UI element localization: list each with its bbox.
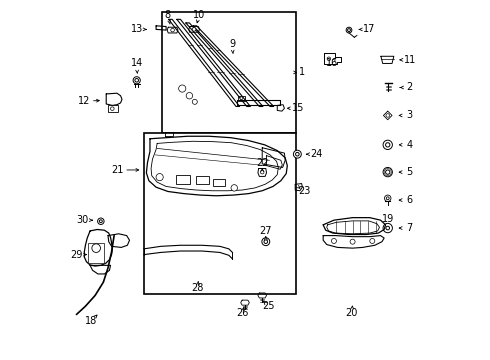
- Text: 16: 16: [326, 58, 338, 68]
- Text: 19: 19: [382, 215, 394, 224]
- Circle shape: [192, 28, 196, 31]
- Text: 28: 28: [192, 283, 204, 293]
- Text: 21: 21: [112, 165, 124, 175]
- Text: 20: 20: [345, 309, 358, 318]
- Circle shape: [99, 220, 102, 223]
- Circle shape: [383, 167, 392, 177]
- Circle shape: [370, 238, 375, 243]
- Text: 23: 23: [298, 186, 310, 197]
- Bar: [144, 134, 296, 294]
- Circle shape: [346, 27, 352, 33]
- Text: 11: 11: [404, 55, 416, 65]
- Text: 18: 18: [85, 316, 98, 325]
- Circle shape: [386, 114, 390, 117]
- Circle shape: [156, 174, 163, 181]
- Circle shape: [384, 168, 392, 176]
- Circle shape: [135, 78, 139, 82]
- Text: 8: 8: [165, 10, 171, 20]
- Text: 27: 27: [260, 226, 272, 236]
- Text: 9: 9: [229, 40, 235, 49]
- Circle shape: [386, 143, 390, 147]
- Bar: [108, 105, 119, 112]
- Circle shape: [264, 240, 268, 243]
- Circle shape: [260, 170, 264, 174]
- Circle shape: [383, 140, 392, 149]
- Circle shape: [92, 244, 100, 252]
- Circle shape: [386, 197, 389, 200]
- Text: 14: 14: [130, 58, 143, 68]
- Circle shape: [231, 185, 238, 191]
- Circle shape: [262, 238, 270, 246]
- Text: 15: 15: [292, 103, 304, 113]
- Circle shape: [111, 107, 114, 111]
- Circle shape: [240, 97, 243, 100]
- Text: 13: 13: [130, 24, 143, 35]
- Text: 26: 26: [236, 309, 248, 318]
- Circle shape: [171, 28, 174, 32]
- Text: 6: 6: [406, 195, 412, 205]
- Text: 22: 22: [256, 158, 269, 168]
- Text: 17: 17: [363, 24, 375, 35]
- Bar: [196, 176, 209, 184]
- Text: 12: 12: [78, 96, 91, 106]
- Text: 25: 25: [262, 301, 274, 311]
- Circle shape: [383, 224, 392, 233]
- Text: 7: 7: [406, 223, 413, 233]
- Circle shape: [98, 218, 104, 225]
- Circle shape: [386, 170, 390, 174]
- Text: 3: 3: [406, 111, 412, 121]
- Circle shape: [133, 77, 140, 84]
- Text: 1: 1: [298, 67, 305, 77]
- Circle shape: [347, 29, 350, 32]
- Text: 24: 24: [310, 149, 322, 159]
- Circle shape: [385, 195, 391, 202]
- Circle shape: [192, 99, 197, 104]
- Text: 2: 2: [406, 82, 413, 93]
- Text: 30: 30: [77, 215, 89, 225]
- Circle shape: [96, 253, 98, 256]
- Text: 29: 29: [70, 249, 83, 260]
- Circle shape: [186, 93, 193, 99]
- Circle shape: [294, 150, 301, 158]
- Bar: [176, 175, 191, 184]
- Text: 4: 4: [406, 140, 412, 150]
- Circle shape: [94, 251, 100, 258]
- Circle shape: [350, 239, 355, 244]
- Circle shape: [295, 152, 299, 156]
- Circle shape: [386, 226, 390, 230]
- Bar: [162, 12, 296, 134]
- Bar: [213, 179, 225, 186]
- Text: 5: 5: [406, 167, 413, 177]
- Bar: [88, 243, 104, 263]
- Text: 10: 10: [193, 10, 205, 20]
- Circle shape: [327, 57, 331, 60]
- Circle shape: [331, 238, 337, 243]
- Circle shape: [179, 85, 186, 92]
